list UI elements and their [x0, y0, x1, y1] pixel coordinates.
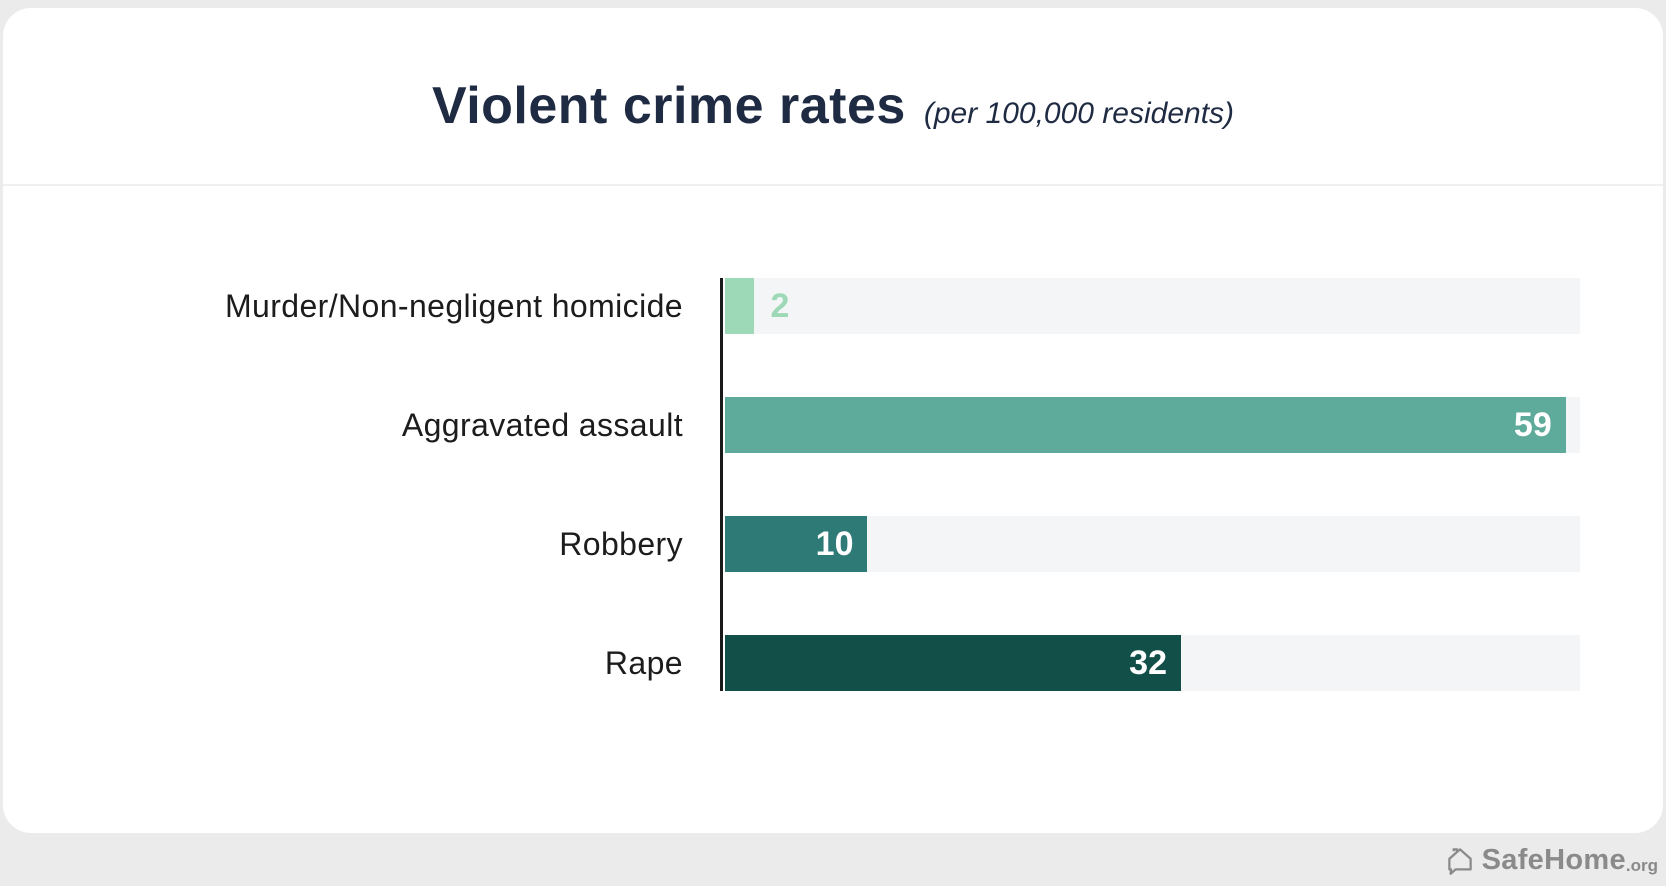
safehome-logo: SafeHome .org	[1445, 837, 1658, 883]
bar-track: 2	[725, 278, 1580, 334]
brand-text: SafeHome .org	[1481, 843, 1658, 876]
chart-header: Violent crime rates (per 100,000 residen…	[3, 8, 1663, 186]
bar-label: Aggravated assault	[401, 406, 683, 443]
y-axis-line	[720, 278, 723, 691]
bar-row: Murder/Non-negligent homicide 2	[3, 278, 1663, 334]
page-subtitle: (per 100,000 residents)	[923, 97, 1235, 130]
bar-label: Murder/Non-negligent homicide	[224, 287, 683, 324]
bar-track: 10	[725, 516, 1580, 572]
bar-row: Aggravated assault 59	[3, 397, 1663, 453]
bar-value: 2	[770, 287, 790, 325]
bar-fill	[725, 278, 754, 334]
house-icon	[1447, 848, 1472, 875]
bar-row: Robbery 10	[3, 516, 1663, 572]
brand-name: SafeHome	[1481, 843, 1626, 876]
bar-value: 59	[1513, 406, 1552, 444]
bar-label: Robbery	[559, 525, 683, 562]
bar-fill	[725, 635, 1181, 691]
bar-rows: Murder/Non-negligent homicide 2 Aggravat…	[3, 278, 1663, 691]
bar-track: 32	[725, 635, 1580, 691]
bar-fill	[725, 516, 868, 572]
chart-card: Violent crime rates (per 100,000 residen…	[3, 8, 1663, 833]
bar-fill	[725, 397, 1566, 453]
bar-value: 10	[815, 525, 854, 563]
brand-suffix: .org	[1625, 855, 1658, 875]
bar-track: 59	[725, 397, 1580, 453]
bar-label: Rape	[604, 644, 683, 681]
bar-chart: Murder/Non-negligent homicide 2 Aggravat…	[3, 278, 1663, 691]
page-title: Violent crime rates	[431, 77, 906, 135]
bar-row: Rape 32	[3, 635, 1663, 691]
bar-value: 32	[1129, 644, 1167, 682]
